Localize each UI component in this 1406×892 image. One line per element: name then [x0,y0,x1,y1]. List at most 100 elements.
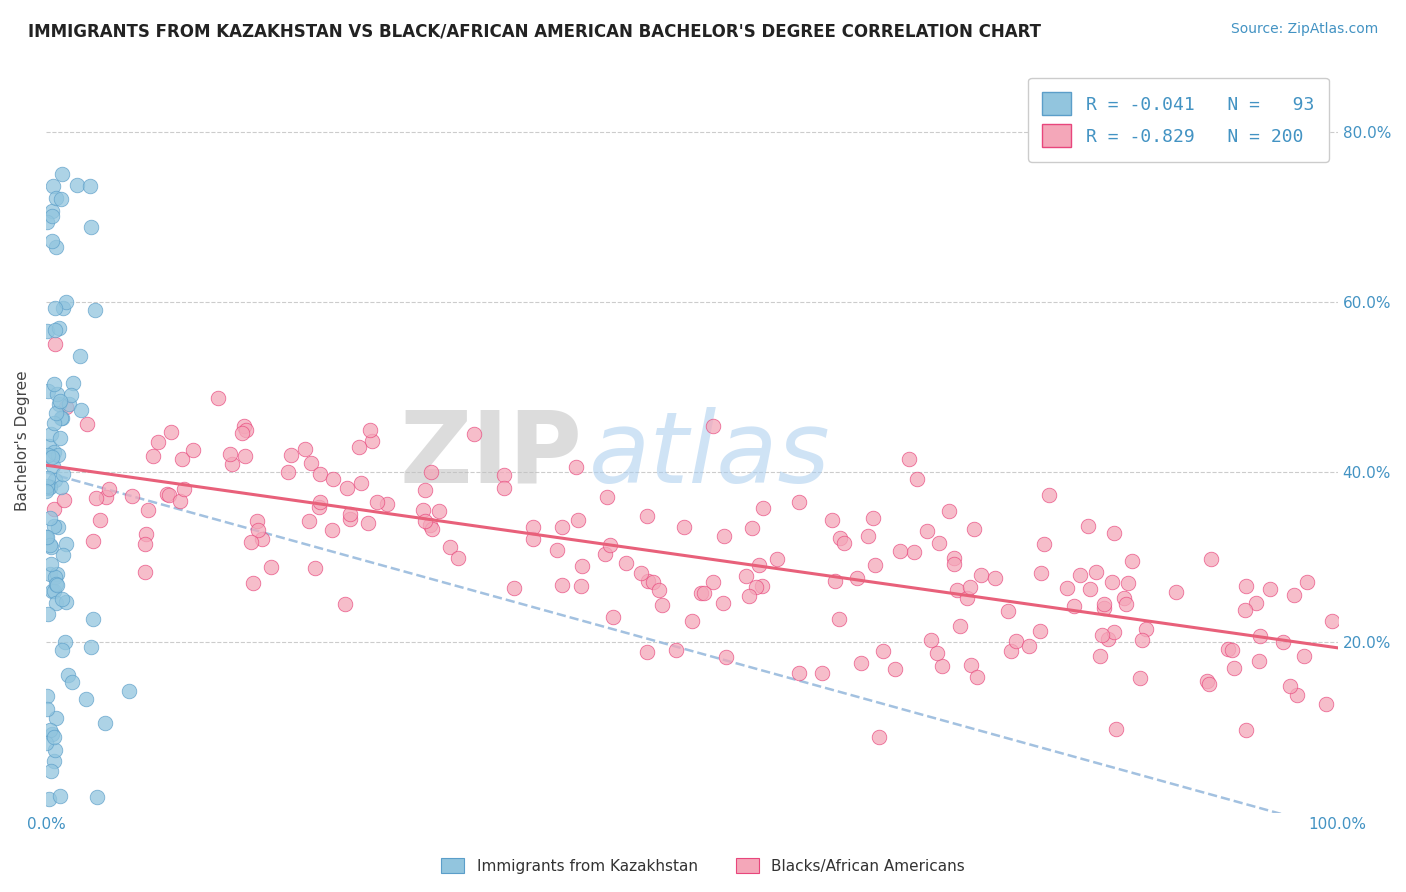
Point [970,568,993,582]
Point [42,583,65,598]
Point [1038,488,1060,502]
Point [1258,582,1281,596]
Point [614,556,637,570]
Point [42,459,65,474]
Point [35,324,58,338]
Point [1234,579,1257,593]
Point [693,586,716,600]
Point [173,482,195,496]
Point [45,711,67,725]
Point [39,427,62,442]
Point [84,491,107,506]
Point [1249,629,1271,643]
Point [37,689,59,703]
Point [55,595,77,609]
Point [277,465,299,479]
Point [37,384,59,398]
Point [1005,634,1028,648]
Point [830,531,852,545]
Point [1315,698,1337,712]
Point [789,666,811,681]
Point [1115,597,1137,611]
Point [503,582,526,596]
Point [45,406,67,420]
Point [1097,632,1119,647]
Point [336,481,359,495]
Point [938,504,960,518]
Point [751,501,773,516]
Point [136,502,159,516]
Point [44,323,66,337]
Point [45,577,67,591]
Point [862,510,884,524]
Point [51,643,73,657]
Point [420,465,443,479]
Point [239,535,262,549]
Point [596,490,619,504]
Point [82,534,104,549]
Point [117,683,139,698]
Point [903,545,925,559]
Point [868,730,890,744]
Point [571,559,593,574]
Point [920,632,942,647]
Point [49,192,72,206]
Point [35,530,58,544]
Point [702,419,724,434]
Point [146,435,169,450]
Point [83,302,105,317]
Point [41,584,63,599]
Point [889,543,911,558]
Point [1101,574,1123,589]
Point [427,503,450,517]
Point [39,558,62,572]
Point [41,203,63,218]
Point [62,376,84,391]
Point [714,649,737,664]
Point [599,538,621,552]
Point [960,657,983,672]
Point [751,579,773,593]
Point [221,457,243,471]
Point [169,494,191,508]
Point [39,541,62,555]
Point [45,596,67,610]
Point [744,580,766,594]
Point [157,488,180,502]
Point [44,337,66,351]
Point [1285,688,1308,702]
Point [943,557,966,571]
Point [959,580,981,594]
Point [366,495,388,509]
Point [35,736,58,750]
Point [1029,624,1052,638]
Point [439,540,461,554]
Point [765,552,787,566]
Point [1272,635,1295,649]
Point [1116,575,1139,590]
Point [339,511,361,525]
Point [89,513,111,527]
Point [863,558,886,573]
Point [1102,526,1125,541]
Point [648,582,671,597]
Point [51,591,73,606]
Point [44,301,66,315]
Point [1135,623,1157,637]
Point [51,167,73,181]
Text: IMMIGRANTS FROM KAZAKHSTAN VS BLACK/AFRICAN AMERICAN BACHELOR'S DEGREE CORRELATI: IMMIGRANTS FROM KAZAKHSTAN VS BLACK/AFRI… [28,22,1040,40]
Point [983,571,1005,585]
Point [494,481,516,495]
Point [37,481,59,495]
Point [52,301,75,315]
Point [46,449,69,463]
Point [42,754,65,768]
Point [551,520,574,534]
Point [37,479,59,493]
Point [44,570,66,584]
Point [569,579,592,593]
Point [44,519,66,533]
Point [45,240,67,254]
Point [55,295,77,310]
Point [832,536,855,550]
